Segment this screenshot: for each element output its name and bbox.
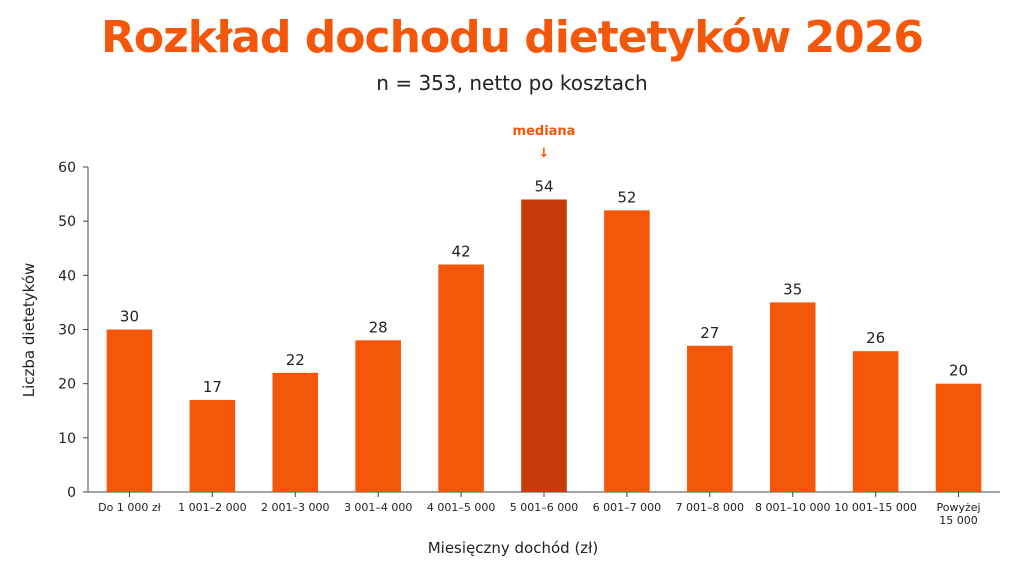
y-tick-label: 60 xyxy=(58,160,76,176)
bar xyxy=(852,351,899,492)
chart-bars xyxy=(106,199,982,493)
x-tick-label: Do 1 000 zł xyxy=(98,501,161,514)
bar-value-label: 35 xyxy=(783,280,802,298)
bar-value-label: 52 xyxy=(617,188,636,206)
chart-title: Rozkład dochodu dietetyków 2026 xyxy=(100,12,924,63)
y-axis-title: Liczba dietetyków xyxy=(20,263,38,398)
x-tick-label: 4 001–5 000 xyxy=(427,501,495,514)
chart-labels: 30 Do 1 000 zł 17 1 001–2 000 22 2 001–3 000 2… xyxy=(98,124,980,527)
bar-value-label: 26 xyxy=(866,329,885,347)
x-tick-label: Powyżej 15 000 xyxy=(937,501,981,527)
median-annotation: mediana xyxy=(513,124,576,139)
x-tick-label: 8 001–10 000 xyxy=(755,501,830,514)
x-tick-label: 6 001–7 000 xyxy=(593,501,661,514)
x-tick-label: 7 001–8 000 xyxy=(676,501,744,514)
bar-value-label: 22 xyxy=(286,351,305,369)
bar xyxy=(769,302,816,492)
bar-value-label: 42 xyxy=(452,243,471,261)
bar xyxy=(355,340,401,492)
x-tick-label: 1 001–2 000 xyxy=(178,501,246,514)
y-tick-label: 10 xyxy=(58,431,76,447)
bar-value-label: 28 xyxy=(369,318,388,336)
bar-value-label: 17 xyxy=(203,378,222,396)
y-tick-label: 30 xyxy=(58,323,76,339)
x-tick-label: 3 001–4 000 xyxy=(344,501,412,514)
chart-subtitle: n = 353, netto po kosztach xyxy=(376,71,648,95)
bar xyxy=(189,399,236,492)
y-tick-label: 40 xyxy=(58,268,76,284)
bar xyxy=(935,383,982,492)
bar xyxy=(272,372,319,492)
x-tick-label: 2 001–3 000 xyxy=(261,501,329,514)
bar-value-label: 30 xyxy=(120,308,139,326)
bar-value-label: 20 xyxy=(949,362,968,380)
bar xyxy=(106,329,153,492)
chart-axes: 0 10 20 30 40 50 60 xyxy=(58,160,1000,501)
x-tick-label: 5 001–6 000 xyxy=(510,501,578,514)
bar xyxy=(438,264,484,492)
y-tick-label: 20 xyxy=(58,377,76,393)
median-arrow-icon: ↓ xyxy=(539,146,550,161)
bar xyxy=(687,345,733,492)
bar xyxy=(521,199,567,492)
bar xyxy=(604,210,650,493)
x-axis-title: Miesięczny dochód (zł) xyxy=(428,539,599,557)
y-tick-label: 0 xyxy=(67,485,76,501)
bar-value-label: 54 xyxy=(534,178,553,196)
y-tick-label: 50 xyxy=(58,214,76,230)
bar-value-label: 27 xyxy=(700,324,719,342)
x-tick-label: 10 001–15 000 xyxy=(834,501,916,514)
